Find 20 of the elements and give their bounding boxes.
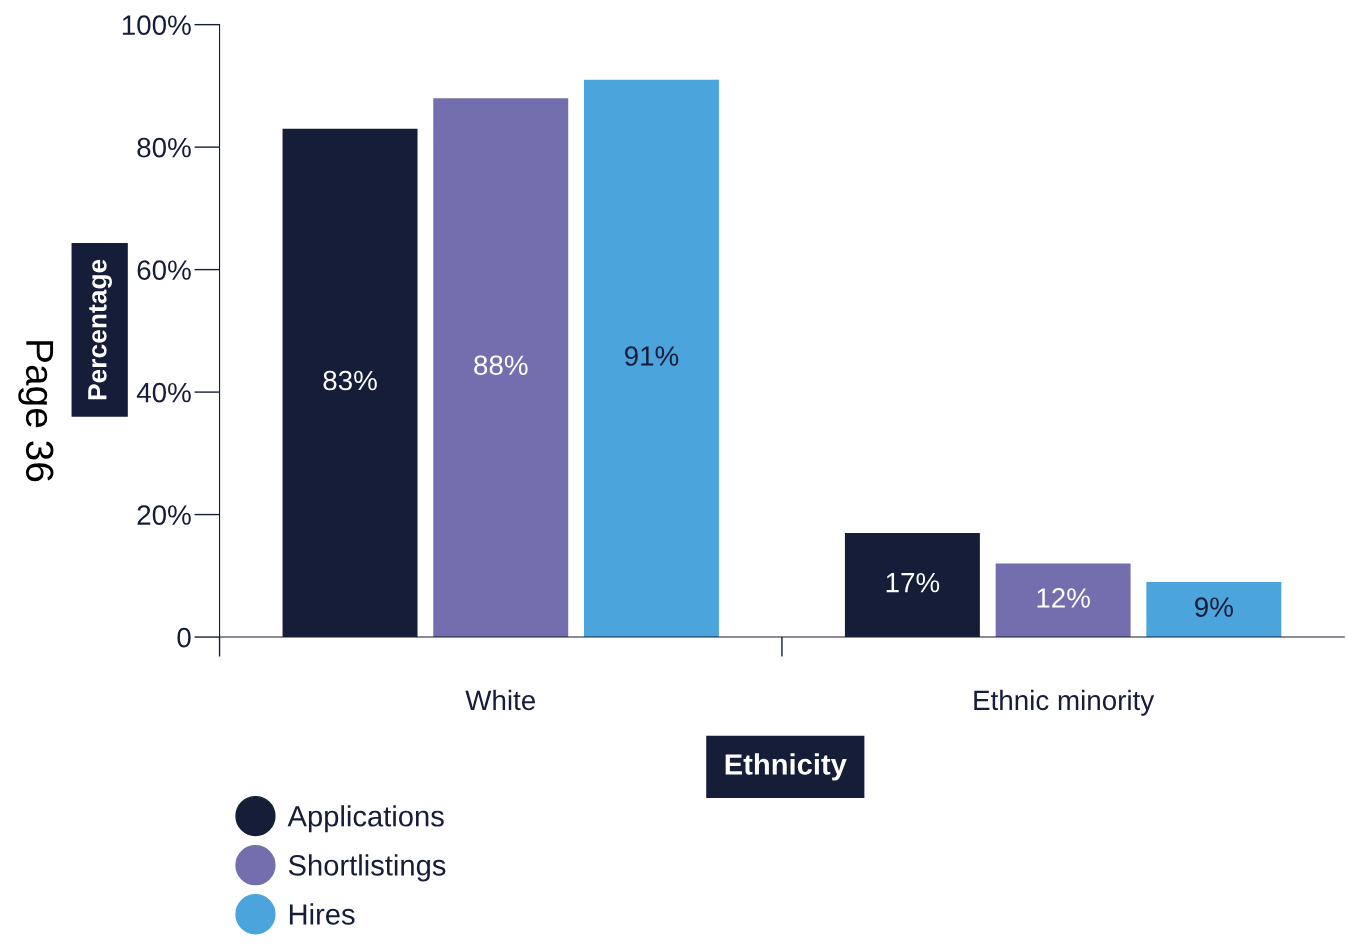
y-tick-label: 20% xyxy=(137,505,191,525)
y-tick-label: 60% xyxy=(137,260,191,280)
data-label: 17% xyxy=(886,572,940,593)
legend-label: Shortlistings xyxy=(288,854,446,882)
text: Page 36 xyxy=(18,341,54,482)
y-tick-label: 40% xyxy=(136,382,191,403)
data-label: 88% xyxy=(474,355,528,376)
data-label: 91% xyxy=(624,346,679,366)
legend-label: Hires xyxy=(289,903,355,925)
x-tick-label: Ethnic minority xyxy=(974,689,1155,716)
y-tick-label: 0 xyxy=(177,627,191,648)
data-label: 9% xyxy=(1195,597,1233,617)
y-axis-title: Percentage xyxy=(88,259,112,400)
y-tick-label: 100% xyxy=(122,15,191,35)
y-tick-label: 80% xyxy=(137,137,191,158)
legend-label: Applications xyxy=(287,805,444,833)
data-label: 83% xyxy=(323,370,377,391)
x-axis-title: Ethnicity xyxy=(725,753,847,781)
data-label: 12% xyxy=(1037,588,1090,608)
x-tick-label: White xyxy=(465,689,536,711)
